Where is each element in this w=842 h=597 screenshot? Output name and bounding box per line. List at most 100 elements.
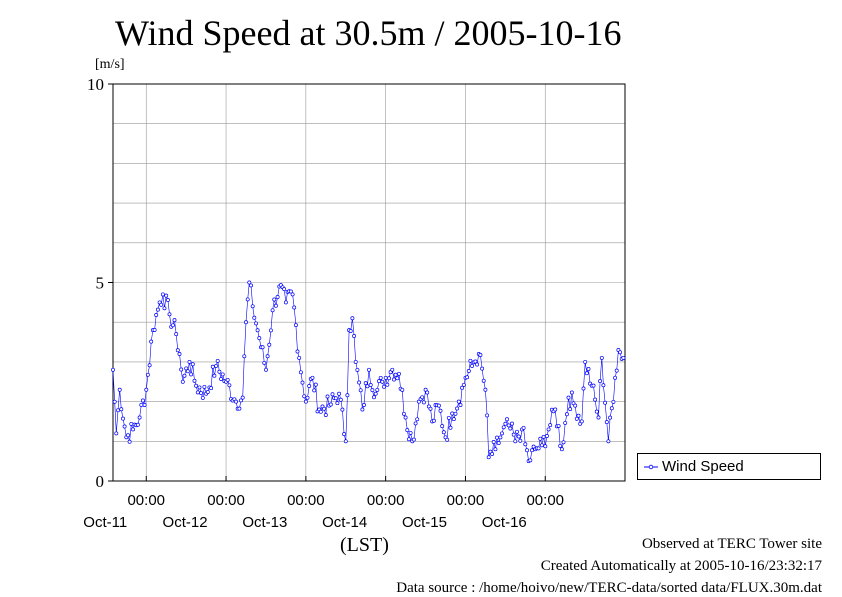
data-point [323, 413, 328, 417]
data-point [189, 372, 194, 377]
data-point [145, 372, 150, 377]
footer-site: Observed at TERC Tower site [641, 536, 822, 552]
data-point [599, 355, 604, 360]
data-point [167, 312, 172, 317]
data-point [611, 399, 616, 404]
data-point [461, 382, 466, 387]
data-point [436, 403, 441, 408]
x-tick-label-time: 00:00 [367, 492, 405, 509]
chart-title: Wind Speed at 30.5m / 2005-10-16 [115, 13, 622, 53]
data-point [239, 398, 243, 403]
data-point [121, 416, 125, 421]
data-point [174, 332, 179, 337]
data-point [252, 315, 257, 320]
data-point [491, 440, 496, 444]
data-point [586, 367, 591, 371]
x-tick-label-time: 00:00 [447, 492, 485, 509]
data-point [187, 359, 192, 364]
data-point [355, 367, 360, 372]
data-point [194, 383, 199, 388]
data-point [490, 452, 495, 456]
data-point [559, 447, 564, 452]
data-point [197, 385, 202, 390]
data-point [618, 350, 623, 355]
data-point [450, 411, 455, 416]
data-point [155, 307, 160, 312]
data-point [234, 399, 238, 404]
data-point [345, 393, 350, 398]
x-tick-label-day: Oct-15 [402, 514, 447, 531]
data-point [613, 375, 618, 380]
data-point [283, 300, 288, 305]
data-point [515, 429, 519, 434]
data-point [184, 366, 189, 371]
data-point [581, 386, 586, 391]
data-point [573, 403, 578, 408]
data-point [401, 411, 406, 416]
data-point [387, 376, 391, 381]
data-point [593, 397, 598, 402]
data-point [275, 295, 280, 299]
data-point [411, 437, 416, 442]
data-point [159, 302, 164, 307]
data-point [601, 383, 606, 388]
data-point [164, 293, 169, 298]
data-point [260, 345, 265, 350]
axes: 00:00Oct-1100:00Oct-1200:00Oct-1300:00Oc… [83, 75, 564, 531]
data-point [558, 443, 563, 448]
data-point [420, 395, 425, 400]
y-axis-label: [m/s] [95, 57, 125, 72]
data-point [445, 437, 450, 442]
grid-lines [113, 84, 625, 481]
data-point [217, 369, 222, 374]
data-point [606, 439, 611, 444]
data-point [214, 363, 219, 368]
data-point [250, 304, 255, 309]
data-point [579, 419, 584, 424]
data-point [152, 328, 157, 332]
data-point [300, 380, 305, 385]
series-wind-speed [111, 280, 626, 464]
data-point [335, 401, 340, 406]
data-point [563, 420, 568, 425]
data-point [147, 363, 152, 368]
x-tick-label-day: Oct-14 [322, 514, 367, 531]
x-tick-label-time: 00:00 [287, 492, 325, 509]
data-point [390, 367, 395, 372]
data-point [348, 329, 353, 333]
data-point [358, 388, 363, 393]
data-point [501, 425, 506, 430]
data-point [330, 392, 335, 397]
data-point [415, 417, 420, 422]
data-point [518, 438, 523, 443]
data-point [397, 371, 401, 376]
data-point [370, 388, 375, 393]
data-point [609, 406, 614, 411]
data-point [493, 447, 498, 452]
data-point [310, 375, 315, 380]
data-point [131, 427, 135, 432]
data-point [500, 431, 504, 436]
data-point [480, 366, 485, 371]
x-tick-label-day: Oct-12 [163, 514, 208, 531]
data-point [564, 412, 569, 417]
data-point [594, 409, 599, 414]
data-point [380, 379, 385, 384]
data-point [333, 396, 338, 401]
data-point [199, 391, 204, 396]
data-point [541, 434, 546, 439]
data-point [219, 377, 224, 381]
data-point [127, 439, 132, 444]
data-point [172, 318, 177, 323]
data-point [342, 432, 347, 437]
data-point [508, 426, 513, 431]
data-point [382, 384, 386, 389]
data-point [543, 444, 548, 449]
data-point [135, 422, 140, 427]
data-point [227, 383, 232, 388]
data-point [503, 421, 508, 426]
data-point [568, 407, 573, 412]
data-point [288, 289, 293, 294]
data-point [350, 316, 355, 321]
